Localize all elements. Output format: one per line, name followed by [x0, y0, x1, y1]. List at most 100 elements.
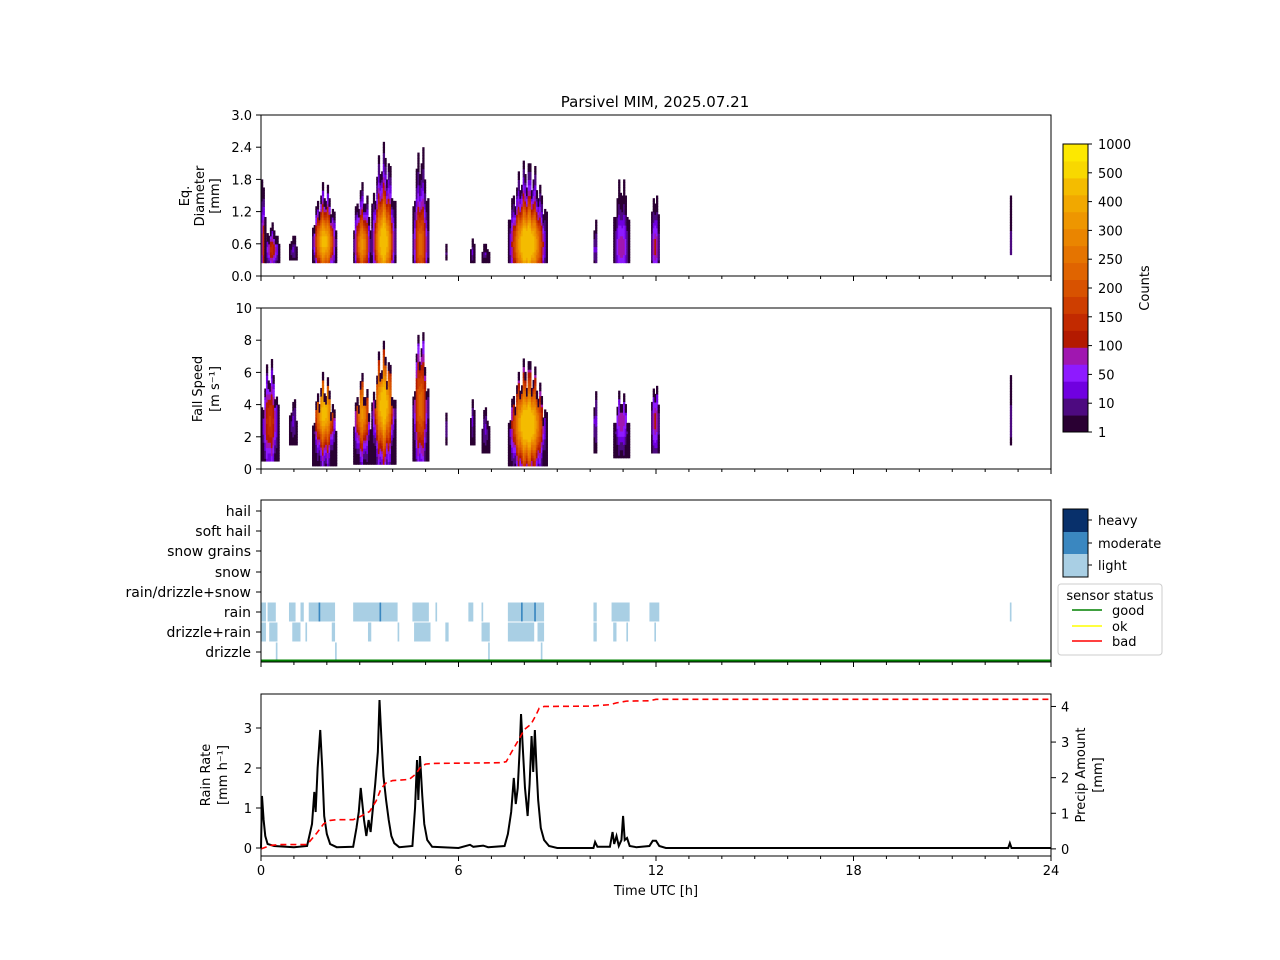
heatmap-cell: [414, 251, 417, 256]
heatmap-cell: [331, 246, 335, 250]
heatmap-cell: [527, 444, 530, 448]
heatmap-cell: [483, 409, 486, 414]
heatmap-cell: [507, 441, 511, 445]
heatmap-cell: [359, 222, 362, 226]
heatmap-cell: [415, 254, 418, 258]
heatmap-cell: [422, 415, 425, 419]
heatmap-cell: [511, 251, 514, 256]
heatmap-cell: [595, 233, 598, 237]
heatmap-cell: [507, 241, 511, 245]
heatmap-cell: [517, 444, 520, 448]
heatmap-cell: [374, 458, 377, 463]
heatmap-cell: [377, 375, 381, 379]
heatmap-cell: [527, 452, 530, 456]
heatmap-cell: [359, 456, 362, 460]
heatmap-cell: [316, 412, 320, 416]
heatmap-cell: [427, 251, 430, 256]
heatmap-cell: [522, 390, 525, 394]
heatmap-cell: [471, 418, 474, 422]
heatmap-cell: [391, 259, 394, 264]
heatmap-cell: [325, 254, 328, 258]
heatmap-cell: [512, 254, 516, 258]
heatmap-cell: [540, 259, 544, 264]
heatmap-cell: [387, 407, 390, 412]
heatmap-cell: [384, 171, 387, 175]
heatmap-cell: [330, 449, 333, 453]
heatmap-cell: [275, 450, 279, 454]
heatmap-cell: [292, 407, 295, 411]
heatmap-cell: [616, 257, 619, 261]
heatmap-cell: [262, 458, 265, 462]
heatmap-cell: [391, 421, 394, 425]
heatmap-cell: [656, 238, 659, 242]
heatmap-cell: [277, 423, 280, 427]
heatmap-cell: [374, 442, 377, 446]
heatmap-cell: [331, 430, 335, 435]
heatmap-cell: [425, 203, 428, 207]
heatmap-cell: [381, 241, 384, 245]
heatmap-cell: [415, 200, 418, 205]
heatmap-cell: [356, 450, 359, 455]
heatmap-cell: [315, 430, 318, 435]
heatmap-cell: [473, 246, 476, 250]
heatmap-cell: [381, 372, 384, 377]
heatmap-cell: [271, 238, 274, 242]
heatmap-cell: [545, 238, 548, 242]
heatmap-cell: [618, 225, 621, 229]
heatmap-cell: [372, 225, 376, 229]
heatmap-cell: [419, 396, 422, 400]
heatmap-cell: [267, 401, 270, 406]
heatmap-cell: [313, 452, 316, 456]
heatmap-cell: [270, 455, 274, 459]
heatmap-cell: [382, 163, 386, 167]
heatmap-cell: [415, 434, 418, 438]
heatmap-cell: [372, 200, 376, 205]
heatmap-cell: [534, 238, 537, 242]
heatmap-cell: [290, 241, 293, 245]
heatmap-cell: [353, 445, 356, 449]
heatmap-cell: [394, 257, 397, 261]
heatmap-cell: [384, 423, 387, 428]
heatmap-cell: [387, 426, 390, 430]
heatmap-cell: [623, 182, 626, 186]
heatmap-cell: [321, 417, 325, 421]
heatmap-cell: [654, 206, 657, 210]
heatmap-cell: [335, 463, 338, 467]
heatmap-cell: [379, 445, 382, 449]
heatmap-cell: [265, 372, 269, 376]
heatmap-cell: [265, 407, 269, 411]
heatmap-cell: [361, 372, 364, 377]
heatmap-cell: [419, 399, 422, 403]
heatmap-cell: [488, 254, 491, 258]
heatmap-cell: [266, 254, 269, 258]
heatmap-cell: [361, 235, 364, 240]
heatmap-cell: [535, 249, 539, 253]
heatmap-cell: [367, 219, 371, 223]
heatmap-cell: [509, 259, 512, 264]
heatmap-cell: [525, 233, 529, 237]
heatmap-cell: [377, 359, 381, 363]
heatmap-cell: [262, 230, 265, 234]
heatmap-cell: [616, 214, 619, 218]
heatmap-cell: [381, 243, 384, 248]
heatmap-cell: [335, 251, 338, 256]
heatmap-cell: [290, 423, 293, 427]
heatmap-cell: [656, 249, 659, 253]
heatmap-cell: [613, 246, 616, 250]
heatmap-cell: [316, 436, 320, 440]
heatmap-cell: [394, 434, 397, 438]
heatmap-cell: [512, 420, 516, 424]
heatmap-cell: [656, 259, 659, 264]
heatmap-cell: [422, 259, 425, 264]
heatmap-cell: [381, 192, 384, 197]
heatmap-cell: [387, 225, 390, 229]
heatmap-cell: [391, 429, 394, 433]
heatmap-cell: [356, 251, 359, 256]
heatmap-cell: [419, 377, 422, 382]
heatmap-cell: [358, 431, 361, 436]
heatmap-cell: [415, 195, 418, 199]
heatmap-cell: [325, 441, 328, 445]
heatmap-cell: [391, 456, 394, 460]
heatmap-cell: [422, 203, 425, 207]
heatmap-cell: [377, 399, 381, 404]
